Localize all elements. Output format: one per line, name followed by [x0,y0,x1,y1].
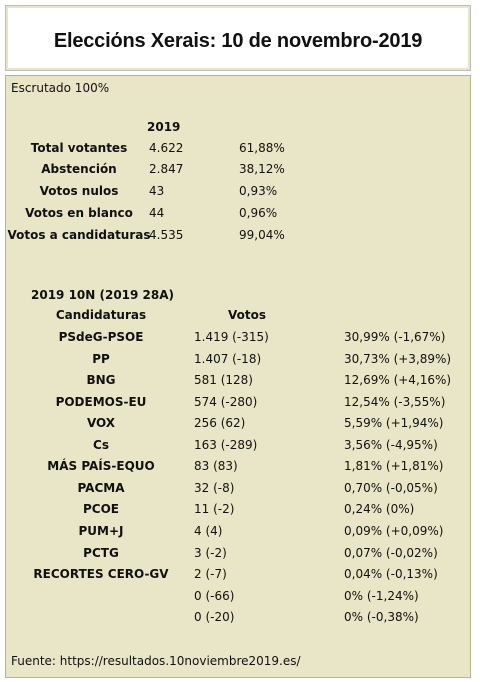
source: Fuente: https://resultados.10noviembre20… [11,654,301,668]
summary-pct: 61,88% [239,141,285,155]
title-box: Elecciόns Xerais: 10 de novembro-2019 [5,5,471,71]
party-votes: 2 (-7) [194,567,227,582]
status: Escrutado 100% [11,81,110,95]
summary-label: Total votantes [30,141,128,155]
party-votes: 4 (4) [194,523,223,538]
summary-label: Abstención [41,162,117,176]
party-pct: 12,69% (+4,16%) [344,373,452,388]
title: Elecciόns Xerais: 10 de novembro-2019 [53,30,423,52]
party-votes: 83 (83) [194,459,238,474]
summary-pct: 99,04% [239,228,285,242]
results-panel: Escrutado 100% 2019 Total votantes 4.622 61,… [5,75,471,678]
party-votes: 1.419 (-315) [194,330,269,344]
party-pct: 0,24% (0%) [344,502,415,517]
party-votes: 32 (-8) [194,480,235,495]
party-name: PODEMOS-EU [55,394,147,409]
column-header: Candidaturas [55,308,147,322]
party-pct: 1,81% (+1,81%) [344,459,444,474]
party-votes: 0 (-66) [194,588,235,603]
party-name: MÁS PAÍS-EQUO [47,459,155,474]
party-name: PP [92,351,110,366]
party-name: BNG [86,373,116,388]
summary-pct: 0,96% [239,206,278,220]
summary-pct: 0,93% [239,184,278,198]
summary-label: Votos nulos [39,184,119,198]
summary-pct: 38,12% [239,162,285,176]
party-pct: 30,73% (+3,89%) [344,351,452,366]
party-name: PACMA [77,480,125,495]
party-pct: 3,56% (-4,95%) [344,437,438,452]
summary-label: Votos en blanco [25,206,133,220]
party-votes: 574 (-280) [194,394,258,409]
party-pct: 0,70% (-0,05%) [344,480,438,495]
party-name: PCOE [83,502,119,517]
summary-label: Votos a candidaturas [7,228,151,242]
party-name: PSdeG-PSOE [58,330,144,344]
party-pct: 0% (-1,24%) [344,588,419,603]
party-name: Cs [93,437,109,452]
party-pct: 30,99% (-1,67%) [344,330,446,344]
party-pct: 12,54% (-3,55%) [344,394,446,409]
party-name: PUM+J [78,523,124,538]
party-pct: 0,09% (+0,09%) [344,523,444,538]
party-votes: 11 (-2) [194,502,235,517]
party-pct: 0,07% (-0,02%) [344,545,438,560]
column-header: Votos [228,308,266,322]
party-votes: 163 (-289) [194,437,258,452]
summary-value: 4.535 [149,228,184,242]
summary-value: 43 [149,184,165,198]
party-votes: 581 (128) [194,373,253,388]
party-votes: 256 (62) [194,416,246,431]
party-name: PCTG [83,545,119,560]
party-votes: 1.407 (-18) [194,351,262,366]
party-name: VOX [86,416,116,431]
party-name: RECORTES CERO-GV [33,567,169,582]
results-title: 2019 10N (2019 28A) [31,288,175,302]
year-header: 2019 [147,120,181,134]
party-pct: 5,59% (+1,94%) [344,416,444,431]
party-votes: 0 (-20) [194,610,235,625]
party-pct: 0,04% (-0,13%) [344,567,438,582]
party-pct: 0% (-0,38%) [344,610,419,625]
summary-value: 2.847 [149,162,184,176]
party-votes: 3 (-2) [194,545,227,560]
summary-value: 44 [149,206,165,220]
summary-value: 4.622 [149,141,184,155]
